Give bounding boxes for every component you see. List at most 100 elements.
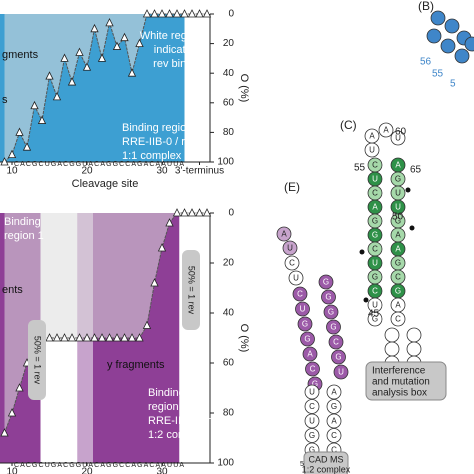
nucleotide-label: U: [369, 146, 375, 155]
strand-end: 5': [300, 461, 305, 468]
point: [150, 278, 159, 287]
nucleotide: [292, 286, 308, 302]
y-axis-label: O (%): [238, 74, 250, 103]
point: [120, 333, 129, 342]
nucleotide: [304, 384, 320, 400]
nucleotide-label: C: [372, 189, 378, 198]
point: [97, 53, 107, 62]
point: [90, 23, 99, 33]
nucleotide-label: C: [310, 365, 316, 374]
nucleotide-label: G: [335, 353, 341, 362]
panel-label: (C): [340, 118, 357, 132]
caption: Interference: [372, 366, 426, 377]
nucleotide: [297, 316, 313, 332]
nucleotide-label: A: [307, 350, 313, 359]
nucleotide-label: A: [369, 132, 375, 141]
nucleotide-label: G: [331, 402, 337, 411]
nucleotide-label: U: [395, 134, 401, 143]
point: [195, 9, 204, 18]
annotation: ents: [2, 284, 23, 296]
x-tick-label: 30: [156, 467, 168, 474]
nucleotide-label: G: [309, 446, 315, 455]
y-tick-label: 60: [223, 358, 235, 369]
residue-number: 60: [395, 127, 407, 138]
area: [4, 213, 207, 433]
nucleotide-label: G: [395, 175, 401, 184]
annotation: Binding: [4, 216, 41, 228]
nucleotide-label: C: [297, 290, 303, 299]
point: [67, 77, 77, 86]
annotation: region 2: [148, 401, 188, 413]
nucleotide-label: C: [333, 338, 339, 347]
nucleotide-label: U: [372, 301, 378, 310]
point: [7, 149, 17, 159]
nucleotide-label: U: [372, 259, 378, 268]
area: [4, 14, 207, 162]
caption-box: [303, 451, 349, 474]
annotation: indicate no: [154, 44, 207, 56]
annotation: 50% = 1 rev: [33, 336, 43, 385]
nucleotide-label: A: [395, 231, 401, 240]
point: [135, 333, 144, 342]
y-tick-label: 60: [223, 97, 235, 108]
nucleotide: [304, 399, 320, 414]
nucleotide: [364, 128, 380, 144]
nucleotide-label: U: [372, 175, 378, 184]
x-tick-label: 3'-terminus: [175, 166, 224, 177]
point: [135, 38, 144, 47]
nucleotide-label: G: [312, 380, 318, 389]
point: [142, 320, 152, 329]
caption: CAD MS: [308, 454, 343, 464]
nucleotide-label: G: [372, 231, 378, 240]
point: [187, 208, 197, 217]
nucleotide: [321, 289, 336, 305]
point: [172, 208, 182, 217]
point: [67, 333, 77, 342]
panel-label: (B): [418, 0, 434, 13]
nucleotide-label: A: [383, 126, 389, 135]
nucleotide: [295, 301, 310, 317]
nucleotide-label: U: [300, 305, 306, 314]
y-tick-label: 80: [223, 408, 235, 419]
nucleotide-label: C: [331, 431, 337, 440]
nucleotide: [326, 413, 342, 429]
nucleotide-label: A: [395, 161, 401, 170]
nucleotide: [276, 226, 292, 242]
point: [75, 47, 84, 56]
nucleotide: [444, 18, 460, 34]
nucleotide-label: U: [309, 417, 315, 426]
point: [127, 68, 137, 77]
nucleotide-label: G: [395, 287, 401, 296]
point: [45, 333, 54, 342]
residue-number: 45: [368, 309, 380, 320]
nucleotide: [390, 130, 406, 146]
x-tick-label: 20: [81, 166, 93, 177]
y-tick-label: 0: [228, 9, 234, 20]
point: [165, 9, 174, 18]
annotation: rev binding: [153, 58, 207, 70]
x-tick-label: 20: [81, 467, 93, 474]
point: [30, 100, 39, 110]
sequence: CACGCUGACGGUACAGGCCAGACAAUUA: [14, 462, 184, 469]
nucleotide: [440, 38, 456, 54]
point: [0, 157, 9, 166]
point: [52, 333, 62, 342]
nucleotide-label: C: [372, 245, 378, 254]
nucleotide-label: C: [395, 273, 401, 282]
nucleotide-label: G: [309, 431, 315, 440]
callout-box: [182, 250, 200, 330]
y-tick-label: 80: [223, 127, 235, 138]
residue-number: 65: [410, 165, 422, 176]
nucleotide-label: G: [325, 293, 331, 302]
point: [112, 333, 122, 342]
annotation: s: [2, 94, 8, 106]
caption-box: [365, 361, 447, 401]
nucleotide-label: G: [330, 323, 336, 332]
annotation: RRE-IIB-0 / rev: [148, 415, 223, 427]
nucleotide: [304, 413, 320, 429]
y-tick-label: 20: [223, 258, 235, 269]
nucleotide-label: U: [338, 368, 344, 377]
point: [52, 91, 62, 101]
caption: analysis box: [372, 388, 427, 399]
